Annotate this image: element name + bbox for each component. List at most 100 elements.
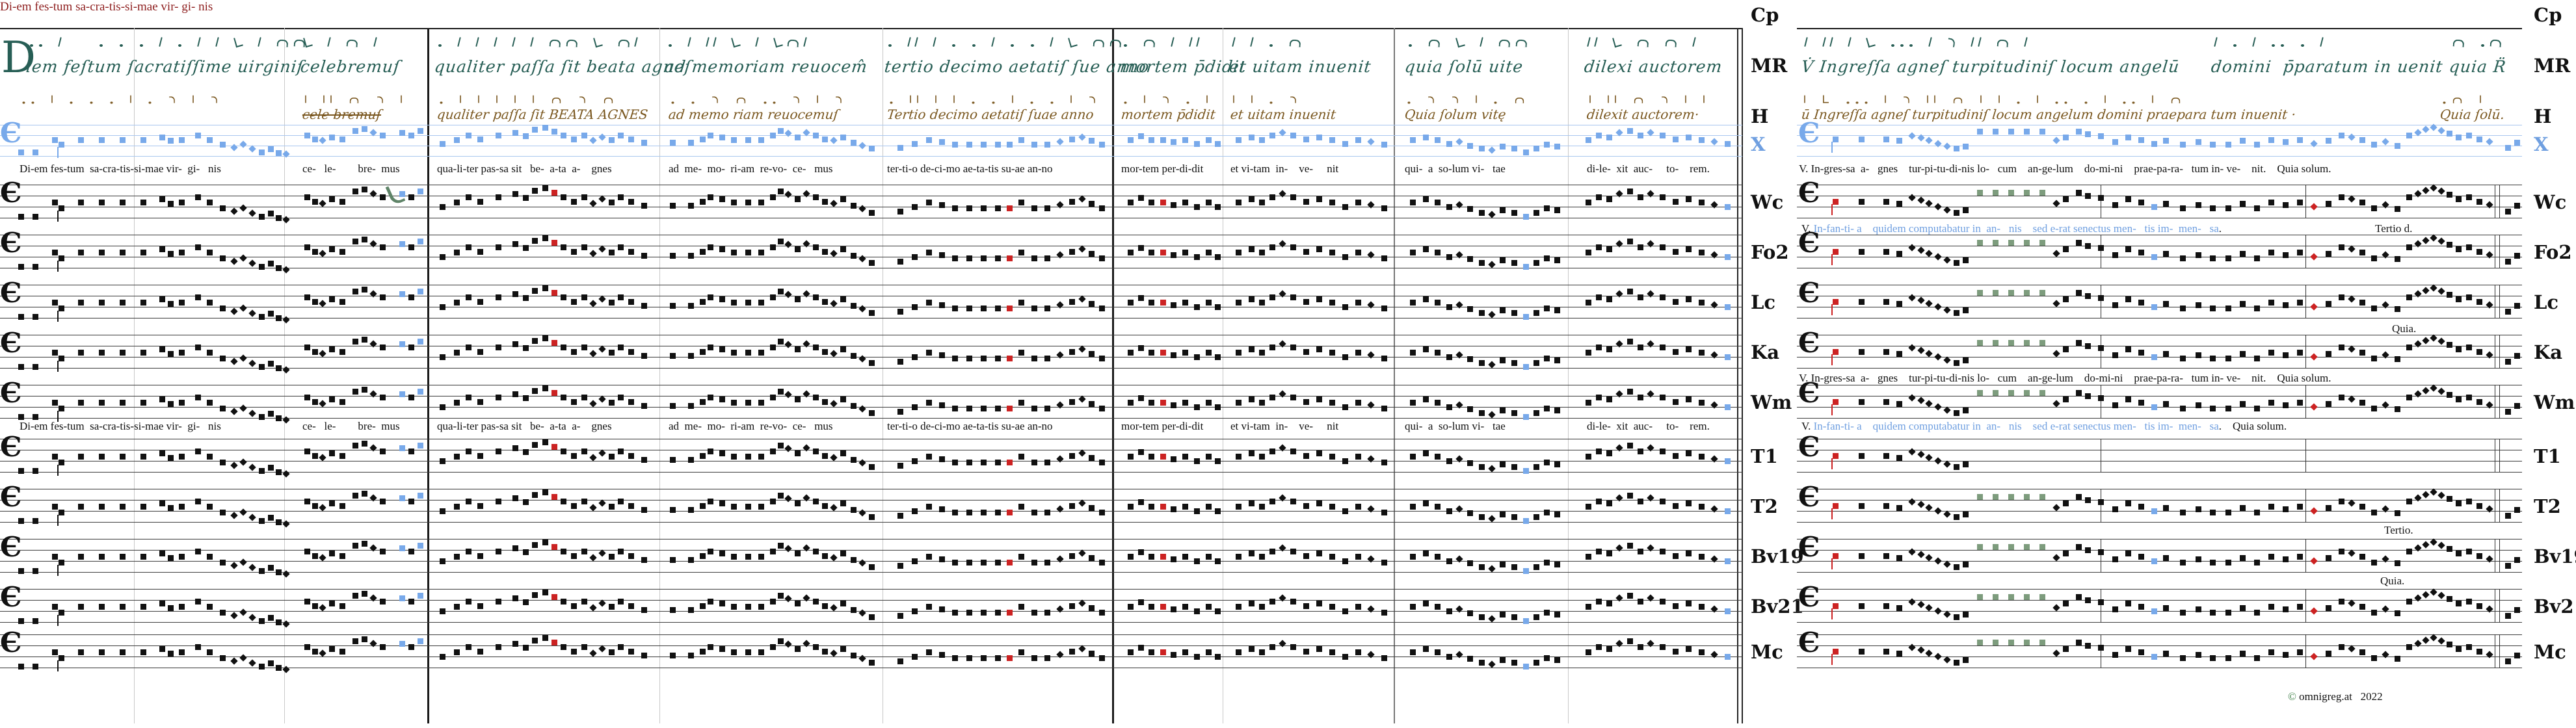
neume-mark: [140, 44, 143, 47]
note-Wc-left: [1206, 200, 1212, 206]
note-T2-left: [869, 514, 875, 520]
note-Mc-left: [1627, 638, 1633, 645]
neume-mark: [671, 101, 674, 104]
note-Wc-left: [1534, 209, 1539, 216]
note-Mc-left: [1171, 651, 1176, 658]
note-Fo2-right: [2514, 253, 2520, 259]
neume-mark: [1997, 39, 2009, 47]
note-Mc-left: [1534, 659, 1539, 666]
note-Wc-left: [248, 209, 256, 217]
note-Mc-left: [670, 653, 676, 659]
clef-Lc-left: Є: [0, 277, 22, 309]
note-x-left: [952, 142, 958, 148]
note-x-left: [897, 144, 903, 151]
note-Wm-left: [966, 405, 972, 411]
note-Bv21-left: [830, 604, 838, 612]
note-T1-left: [1355, 454, 1361, 460]
neume-gap: [981, 46, 987, 47]
note-Bv21-right: [2052, 604, 2060, 612]
note-x-right: [2437, 126, 2445, 135]
note-Mc-right: [2024, 639, 2030, 645]
note-x-left: [418, 127, 423, 134]
note-T2-right: [2371, 509, 2377, 515]
note-T1-left: [179, 454, 185, 460]
note-Mc-left: [609, 649, 615, 656]
note-Mc-left: [1699, 649, 1705, 656]
neume-gap: [1812, 103, 1816, 104]
note-Mc-left: [408, 644, 414, 650]
note-Mc-left: [477, 648, 483, 655]
note-Wm-left: [1099, 405, 1105, 411]
note-Bv21-left: [362, 590, 367, 597]
note-x-left: [99, 137, 105, 144]
note-Mc-left: [1044, 655, 1050, 661]
note-Bv19-left: [912, 558, 918, 564]
note-Bv19-left: [1673, 552, 1679, 559]
note-Wm-left: [1725, 404, 1731, 410]
note-Bv19-left: [380, 548, 386, 554]
note-T2-left: [1303, 502, 1309, 509]
neume-mark: [233, 36, 243, 48]
note-Ka-right: [2076, 339, 2082, 346]
note-x-right: [2112, 138, 2118, 145]
note-Bv21-left: [496, 598, 501, 604]
note-T2-right: [2422, 490, 2430, 499]
neume-mark: [305, 95, 306, 103]
row-label-left-Bv21: Bv21: [1751, 595, 1804, 618]
neume-gap: [943, 103, 947, 104]
mr-text-cell: celebremuſ: [299, 57, 401, 76]
note-Bv21-left: [1303, 603, 1309, 609]
note-Wc-left: [628, 198, 634, 205]
note-Mc-left: [1215, 654, 1221, 660]
note-Lc-left: [120, 300, 126, 306]
staff-Ka-right-line: [1797, 368, 2522, 369]
note-Lc-left: [1138, 295, 1144, 302]
note-Mc-left: [466, 644, 471, 650]
neume-mark: [2123, 101, 2126, 104]
note-Bv21-left: [1089, 604, 1095, 611]
note-x-left: [731, 137, 737, 144]
x-staff-right-line: [1797, 135, 2522, 136]
staff-Bv19-left-line: [0, 539, 1742, 540]
neume-gap: [701, 103, 705, 104]
note-Bv19-left: [339, 552, 345, 559]
note-T2-left: [1534, 514, 1539, 520]
neume-mark: [1269, 101, 1273, 104]
neume-gap: [1441, 103, 1445, 104]
note-Mc-left: [1488, 660, 1496, 668]
note-Wc-left: [1290, 194, 1296, 200]
note-Lc-left: [778, 289, 784, 295]
neume-mark: [2064, 101, 2067, 104]
h-text-cell: Tertio decimo aetatiſ ſuae anno: [886, 107, 1095, 122]
note-Wc-left: [966, 205, 972, 211]
note-Lc-right: [2339, 294, 2344, 300]
note-Fo2-left: [700, 248, 706, 255]
note-Wc-left: [1725, 204, 1731, 210]
note-x-left: [52, 137, 58, 144]
note-Wm-left: [1699, 400, 1705, 406]
note-Bv21-left: [795, 601, 801, 607]
clef-T1-right: Є: [1798, 431, 1820, 463]
neume-mark: [972, 44, 976, 47]
note-T2-left: [329, 500, 335, 507]
note-Wc-right: [2024, 189, 2030, 196]
neume-gap: [1040, 46, 1045, 47]
note-Wm-left: [618, 394, 624, 400]
note-Mc-left: [1586, 649, 1591, 656]
note-Lc-left: [532, 287, 538, 294]
note-x-left: [195, 132, 201, 138]
note-Bv21-left: [1215, 608, 1221, 614]
note-Lc-left: [1303, 298, 1309, 305]
note-Wm-right: [2063, 396, 2069, 403]
note-T2-right: [2180, 509, 2186, 515]
note-Mc-left: [496, 644, 501, 650]
neume-gap: [449, 103, 453, 104]
x-staff-left-line: [0, 135, 1742, 136]
x-lyric-cell: Di-em fes-tum sa-cra-tis-si-mae vir- gi-…: [20, 162, 221, 175]
note-Wm-left: [542, 385, 548, 392]
note-Bv19-left: [1534, 564, 1539, 570]
clef-Mc-right: Є: [1798, 627, 1820, 658]
note-Mc-left: [304, 644, 310, 650]
note-x-right: [2466, 132, 2472, 138]
neume-gap: [1880, 46, 1885, 47]
